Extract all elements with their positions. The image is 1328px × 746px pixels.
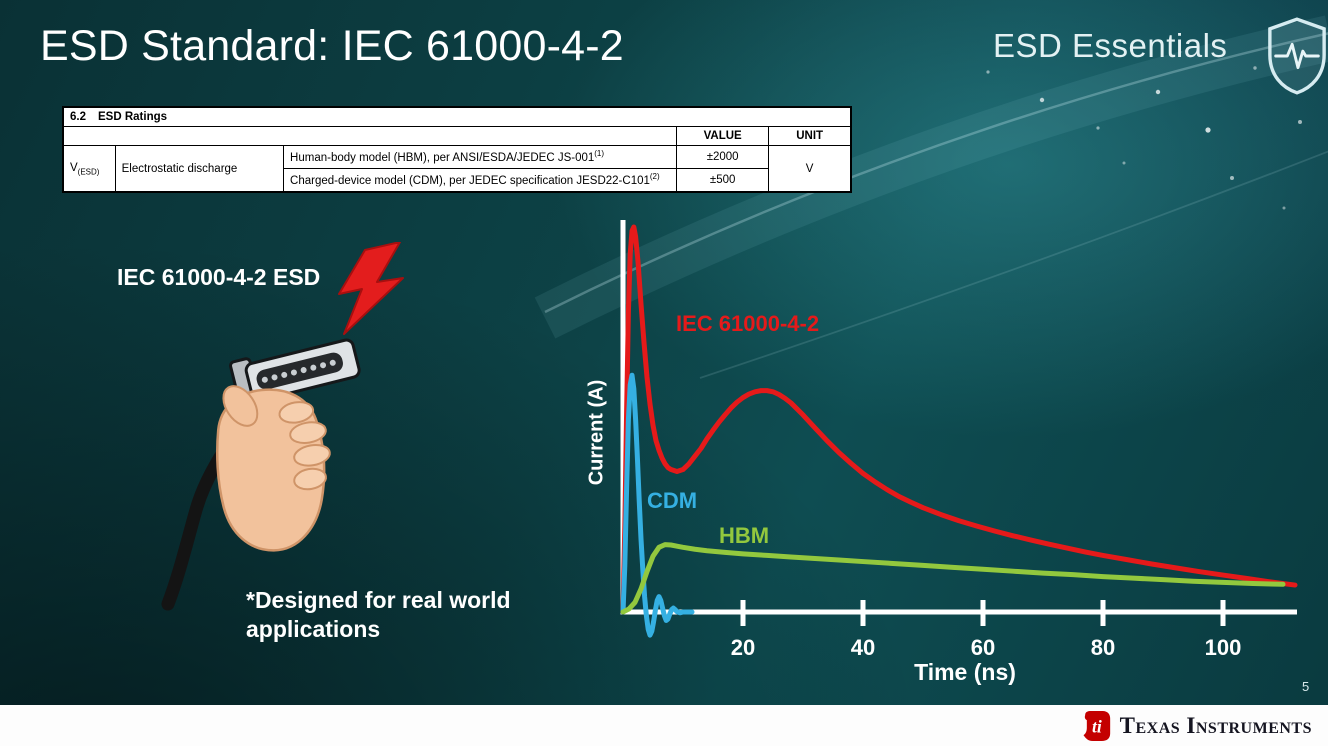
cdm-value-cell: ±500 <box>676 168 770 193</box>
lightning-bolt-icon <box>338 242 404 335</box>
symbol-cell: V(ESD) <box>62 145 116 193</box>
x-axis-label: Time (ns) <box>914 659 1016 685</box>
hbm-description-cell: Human-body model (HBM), per ANSI/ESDA/JE… <box>283 144 678 170</box>
background-swoosh-arc <box>544 32 1328 314</box>
series-line-hbm <box>620 542 1286 615</box>
x-tick-label: 100 <box>1205 635 1242 660</box>
background-swoosh-arc-2 <box>699 150 1328 379</box>
symbol-base: V <box>70 161 78 174</box>
cdm-description: Charged-device model (CDM), per JEDEC sp… <box>290 175 650 188</box>
x-tick-label: 40 <box>851 635 875 660</box>
figure-footnote: *Designed for real world applications <box>246 587 511 643</box>
hand <box>215 385 331 552</box>
footer-brand: ti Texas Instruments <box>1081 710 1312 742</box>
table-empty-header-cell <box>62 126 678 146</box>
x-tick-label: 60 <box>971 635 995 660</box>
series-brand-title: ESD Essentials <box>993 27 1228 64</box>
section-number: 6.2 <box>70 111 86 123</box>
hbm-value-cell: ±2000 <box>676 144 770 170</box>
curve-label-iec: IEC 61000-4-2 <box>676 311 820 336</box>
page-number: 5 <box>1302 679 1310 694</box>
section-title: ESD Ratings <box>98 111 168 123</box>
esd-waveform-chart: 20 40 60 80 100 <box>556 214 1300 684</box>
symbol-subscript: (ESD) <box>77 166 100 176</box>
footer-bar: ti Texas Instruments <box>0 705 1328 746</box>
parameter-cell: Electrostatic discharge <box>114 145 285 193</box>
esd-essentials-shield-icon <box>1268 17 1326 95</box>
hbm-description: Human-body model (HBM), per ANSI/ESDA/JE… <box>290 151 595 164</box>
svg-text:ti: ti <box>1092 716 1102 736</box>
esd-ratings-table-container: 6.2 ESD Ratings VALUE UNIT V(ESD) Electro… <box>62 106 852 194</box>
esd-ratings-table: 6.2 ESD Ratings VALUE UNIT V(ESD) Electro… <box>62 106 852 194</box>
hbm-footnote-ref: (1) <box>594 149 605 158</box>
curve-label-hbm: HBM <box>719 523 770 548</box>
curve-label-cdm: CDM <box>647 488 698 513</box>
unit-cell: V <box>768 145 852 193</box>
cdm-footnote-ref: (2) <box>649 172 660 182</box>
series-line-cdm <box>620 372 695 638</box>
ti-logo: ti <box>1083 710 1110 741</box>
background-glow-band <box>534 15 1328 339</box>
background-stars <box>986 50 1302 210</box>
table-section-heading: 6.2 ESD Ratings <box>62 106 852 127</box>
x-tick-label: 80 <box>1091 635 1115 660</box>
footer-brand-text: Texas Instruments <box>1119 712 1312 738</box>
column-header-value: VALUE <box>676 126 770 146</box>
figure-caption: IEC 61000-4-2 ESD <box>117 264 321 290</box>
hand-holding-hdmi-illustration <box>161 242 404 611</box>
slide-title: ESD Standard: IEC 61000-4-2 <box>40 22 624 70</box>
y-axis-label: Current (A) <box>585 379 608 486</box>
column-header-unit: UNIT <box>768 126 852 146</box>
cdm-description-cell: Charged-device model (CDM), per JEDEC sp… <box>283 168 678 193</box>
x-tick-label: 20 <box>731 635 755 660</box>
series-line-iec-61000-4-2 <box>620 224 1298 615</box>
chart-canvas: 20 40 60 80 100 <box>620 220 1298 660</box>
